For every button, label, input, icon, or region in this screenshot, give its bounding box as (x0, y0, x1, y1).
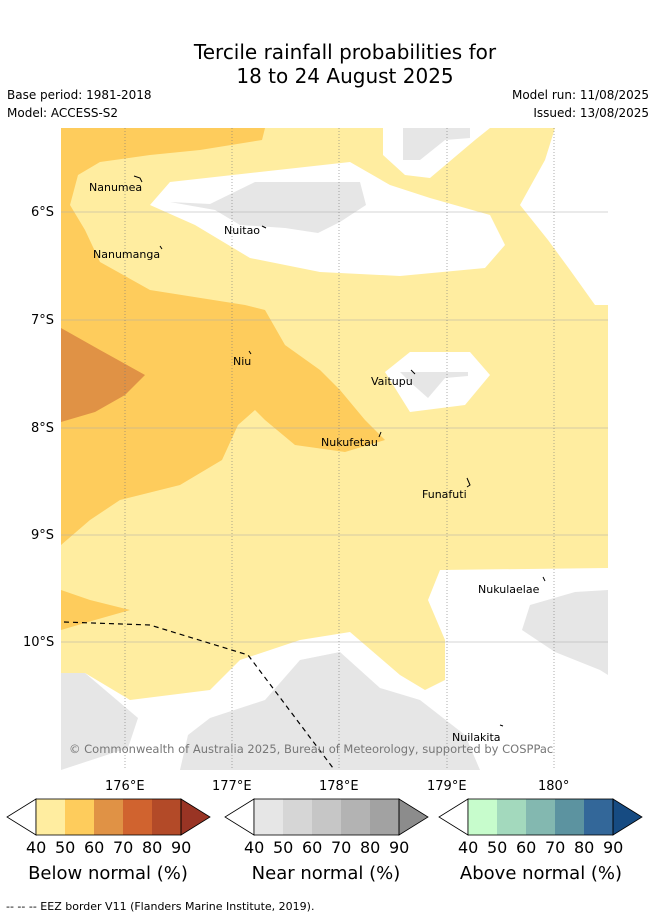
colorbar-near-normal-swatch-70 (341, 799, 370, 835)
legend-title-near-normal: Near normal (%) (251, 863, 401, 884)
place-label-nuilakita: Nuilakita (452, 731, 501, 744)
tick-above-60: 60 (516, 838, 537, 857)
map-title: Tercile rainfall probabilities for 18 to… (0, 40, 655, 88)
colorbar-near-normal-swatch-50 (283, 799, 312, 835)
below-normal-50-patch-south (61, 590, 130, 630)
lat-label-6s: 6°S (31, 205, 55, 220)
tick-near-90: 90 (389, 838, 410, 857)
place-label-niu: Niu (233, 355, 252, 368)
colorbar-near-normal-swatch-80 (370, 799, 399, 835)
lon-label-177e: 177°E (212, 779, 252, 794)
colorbar-near-normal-swatch-60 (312, 799, 341, 835)
near-normal-patch-vaitupu (400, 372, 468, 398)
colorbar-below-normal-low-arrow (6, 798, 37, 836)
place-label-nukufetau: Nukufetau (321, 436, 378, 449)
near-normal-patch-nuitao (170, 182, 366, 233)
colorbar-above-normal-swatch-80 (584, 799, 613, 835)
tick-above-40: 40 (458, 838, 479, 857)
tick-below-80: 80 (142, 838, 163, 857)
issued-date: Issued: 13/08/2025 (533, 106, 649, 120)
tick-near-80: 80 (360, 838, 381, 857)
title-line-1: Tercile rainfall probabilities for (193, 40, 497, 64)
lon-label-178e: 178°E (319, 779, 359, 794)
colorbar-near-normal (224, 798, 429, 836)
colorbar-below-normal-swatch-50 (65, 799, 94, 835)
colorbar-below-normal (6, 798, 211, 836)
lat-label-8s: 8°S (31, 421, 55, 436)
no-signal-area-east (520, 128, 608, 305)
near-normal-patch-north (403, 128, 470, 160)
colorbar-below-normal-swatch-80 (152, 799, 181, 835)
near-normal-patch-south (180, 652, 480, 770)
colorbar-near-normal-high-arrow (398, 798, 429, 836)
graticule (61, 128, 608, 770)
tick-near-50: 50 (273, 838, 294, 857)
place-label-vaitupu: Vaitupu (371, 375, 413, 388)
colorbar-above-normal-swatch-40 (468, 799, 497, 835)
tick-above-70: 70 (545, 838, 566, 857)
lat-label-9s: 9°S (31, 528, 55, 543)
title-line-2: 18 to 24 August 2025 (236, 64, 454, 88)
colorbar-tick-labels: 40 50 60 70 80 90 40 50 60 70 80 90 40 5… (0, 838, 655, 860)
colorbar-above-normal-low-arrow (438, 798, 469, 836)
colorbar-above-normal-high-arrow (612, 798, 643, 836)
near-normal-patch-east (522, 590, 608, 675)
colorbar-below-normal-swatch-60 (94, 799, 123, 835)
lat-label-10s: 10°S (23, 635, 55, 650)
lon-label-179e: 179°E (427, 779, 467, 794)
colorbar-above-normal-swatch-60 (526, 799, 555, 835)
colorbars (6, 798, 643, 836)
tick-near-60: 60 (302, 838, 323, 857)
legend-title-below-normal: Below normal (%) (28, 863, 188, 884)
probability-shading (61, 128, 608, 770)
colorbar-above-normal-swatch-50 (497, 799, 526, 835)
below-normal-50-area (61, 128, 385, 545)
colorbar-above-normal-swatch-70 (555, 799, 584, 835)
model-name: Model: ACCESS-S2 (7, 106, 119, 120)
model-run: Model run: 11/08/2025 (511, 88, 649, 102)
colorbar-below-normal-swatch-40 (36, 799, 65, 835)
base-period: Base period: 1981-2018 (7, 88, 152, 102)
legend-title-above-normal: Above normal (%) (459, 863, 623, 884)
tick-above-80: 80 (574, 838, 595, 857)
island-outlines (133, 175, 546, 727)
tick-near-70: 70 (331, 838, 352, 857)
lat-label-7s: 7°S (31, 313, 55, 328)
place-label-nukulaelae: Nukulaelae (478, 583, 540, 596)
below-normal-60-area (61, 328, 145, 422)
lon-label-180: 180° (538, 779, 570, 794)
place-label-nanumanga: Nanumanga (93, 248, 161, 261)
tick-below-40: 40 (26, 838, 47, 857)
colorbar-above-normal (438, 798, 643, 836)
place-label-funafuti: Funafuti (422, 488, 467, 501)
tick-below-90: 90 (171, 838, 192, 857)
tick-above-50: 50 (487, 838, 508, 857)
colorbar-near-normal-swatch-40 (254, 799, 283, 835)
lon-label-176e: 176°E (105, 779, 145, 794)
tick-above-90: 90 (603, 838, 624, 857)
place-label-nuitao: Nuitao (224, 224, 261, 237)
tick-below-50: 50 (55, 838, 76, 857)
eez-footnote: -- -- -- EEZ border V11 (Flanders Marine… (6, 900, 315, 913)
colorbar-below-normal-swatch-70 (123, 799, 152, 835)
copyright-notice: © Commonwealth of Australia 2025, Bureau… (69, 742, 554, 756)
near-normal-patch-southwest (61, 673, 138, 770)
tick-below-60: 60 (84, 838, 105, 857)
tick-below-70: 70 (113, 838, 134, 857)
colorbar-below-normal-high-arrow (180, 798, 211, 836)
tick-near-40: 40 (244, 838, 265, 857)
place-label-nanumea: Nanumea (89, 181, 143, 194)
eez-border-line (63, 621, 334, 769)
colorbar-near-normal-low-arrow (224, 798, 255, 836)
